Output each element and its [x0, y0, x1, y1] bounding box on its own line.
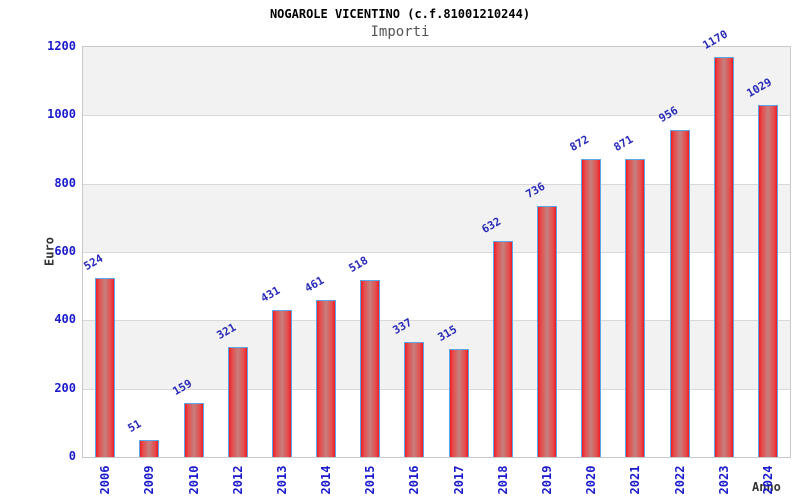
gridline — [83, 115, 790, 117]
chart-title: NOGAROLE VICENTINO (c.f.81001210244) — [269, 7, 531, 21]
bar-value-label: 431 — [258, 283, 283, 305]
bar — [669, 130, 690, 457]
x-tick-label: 2013 — [274, 465, 289, 495]
x-tick-label: 2022 — [672, 465, 687, 495]
bar — [581, 159, 602, 457]
bar — [227, 347, 248, 457]
x-tick-label: 2016 — [407, 465, 422, 495]
bar-value-label: 871 — [611, 133, 636, 155]
bar — [95, 278, 116, 457]
x-tick-label: 2006 — [98, 465, 113, 495]
plot-band — [83, 47, 790, 116]
bar — [713, 57, 734, 457]
x-tick-label: 2019 — [540, 465, 554, 495]
x-tick-label: 2009 — [142, 465, 157, 495]
chart-subtitle: Importi — [370, 24, 430, 40]
plot-area: 524 51 159 321 431 461 518 337 315 632 736 872 871 95… — [81, 28, 791, 458]
bar — [360, 280, 381, 457]
bar — [537, 205, 557, 457]
y-tick-label: 0 — [68, 449, 76, 463]
bar — [492, 241, 513, 457]
y-tick-label: 600 — [54, 244, 76, 258]
bar — [183, 402, 204, 457]
x-tick-label: 2024 — [760, 465, 775, 495]
gridline — [83, 320, 790, 322]
bar — [625, 159, 646, 457]
bar — [757, 105, 778, 457]
x-tick-label: 2021 — [628, 465, 643, 495]
x-tick-label: 2015 — [363, 465, 378, 495]
y-tick-label: 800 — [54, 175, 76, 190]
x-tick-label: 2018 — [495, 465, 510, 495]
x-axis-title: Anno — [752, 480, 781, 494]
bar — [404, 341, 425, 457]
bar — [448, 349, 469, 457]
bar-value-label: 872 — [567, 132, 592, 155]
y-tick-label: 200 — [54, 380, 76, 395]
y-tick-label: 1000 — [47, 107, 76, 122]
y-tick-label: 400 — [54, 312, 76, 327]
bar-value-label: 461 — [302, 273, 327, 295]
gridline — [83, 388, 790, 390]
y-tick-label: 1200 — [47, 39, 76, 53]
bar — [316, 299, 336, 457]
x-tick-label: 2020 — [584, 465, 599, 495]
x-tick-label: 2023 — [716, 465, 731, 495]
x-tick-label: 2012 — [230, 465, 245, 495]
gridline — [83, 252, 790, 253]
gridline — [83, 183, 790, 185]
bar-value-label: 518 — [346, 253, 371, 275]
x-tick-label: 2017 — [451, 465, 466, 495]
bar — [139, 439, 160, 457]
x-tick-label: 2014 — [319, 465, 333, 495]
x-tick-label: 2010 — [186, 465, 201, 495]
bar — [271, 309, 292, 457]
bar-value-label: 51 — [125, 416, 144, 435]
bar-value-label: 524 — [81, 251, 106, 273]
